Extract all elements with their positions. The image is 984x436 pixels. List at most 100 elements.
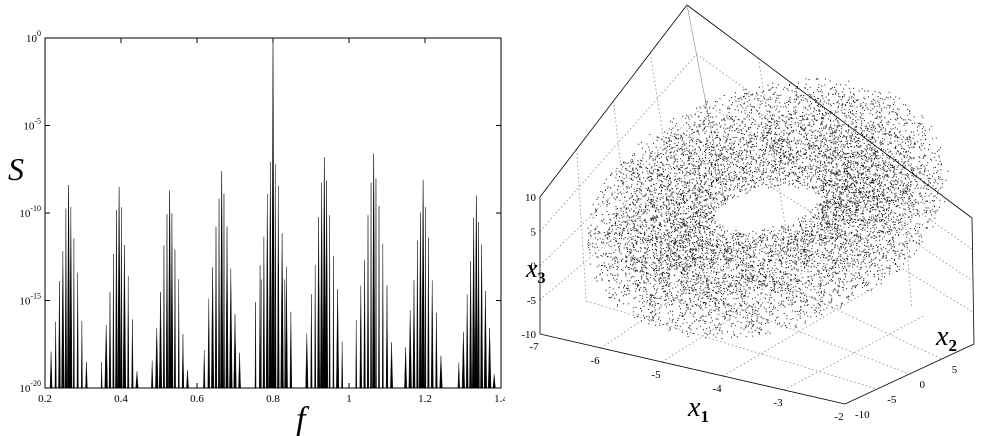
spectrum-sideband-peak	[412, 280, 416, 389]
spectrum-sideband-peak	[214, 226, 218, 389]
spectrum-sideband-peak	[108, 291, 112, 389]
spectrum-sideband-peak	[472, 217, 476, 389]
spectrum-sideband-peak	[382, 243, 384, 389]
spectrum-sideband-peak	[284, 266, 288, 389]
spectrum-sideband-peak	[332, 256, 335, 389]
spectrum-y-tick-label: 10-15	[19, 292, 41, 308]
spectrum-sideband-peak	[259, 265, 262, 389]
spectrum-sideband-peak	[325, 180, 329, 389]
spectrum-sideband-peak	[477, 222, 480, 389]
torus-x-label-sub: 1	[700, 407, 709, 426]
torus-grid-line	[600, 230, 776, 349]
torus-x-tick-label: -5	[651, 369, 661, 381]
spectrum-sideband-peak	[336, 289, 340, 389]
spectrum-main-peak	[220, 170, 224, 389]
spectrum-sideband-peak	[81, 321, 83, 389]
spectrum-sideband-peak	[461, 332, 465, 389]
spectrum-y-tick-exponent: 0	[37, 29, 41, 38]
spectrum-sideband-peak	[488, 328, 492, 389]
spectrum-sideband-peak	[416, 240, 419, 389]
spectrum-y-tick-exponent: -20	[30, 379, 41, 388]
torus-y-tick-label: -5	[887, 394, 897, 406]
spectrum-sideband-peak	[233, 314, 237, 389]
spectrum-sideband-peak	[262, 236, 265, 389]
torus-grid-line	[715, 152, 974, 313]
spectrum-sideband-peak	[341, 341, 343, 389]
spectrum-x-tick-label: 0.6	[190, 393, 204, 405]
spectrum-sideband-peak	[181, 334, 185, 389]
spectrum-y-tick-base: 10	[19, 208, 31, 220]
spectrum-sideband-peak	[69, 206, 73, 389]
torus-grid-line	[900, 164, 913, 309]
torus-x-tick-label: -7	[529, 341, 539, 353]
torus-grid-line	[539, 53, 697, 232]
spectrum-sideband-peak	[49, 351, 53, 389]
spectrum-sideband-peak	[385, 285, 389, 389]
torus-grid-line	[829, 111, 850, 274]
spectrum-y-tick-base: 10	[26, 33, 38, 45]
torus-y-tick-label: -10	[855, 409, 870, 421]
spectrum-sideband-peak	[225, 226, 229, 389]
spectrum-sideband-peak	[100, 362, 103, 389]
spectrum-sideband-peak	[268, 161, 272, 389]
torus-box-edge	[686, 4, 726, 203]
spectrum-sideband-peak	[404, 347, 407, 389]
torus-x-tick-label: -2	[834, 411, 843, 423]
torus-box-edge	[971, 217, 975, 345]
spectrum-sideband-peak	[254, 302, 257, 389]
spectrum-sideband-peak	[289, 311, 292, 389]
torus-box-edge	[686, 4, 973, 219]
spectrum-sideband-peak	[469, 261, 472, 389]
spectrum-sideband-peak	[76, 272, 79, 389]
spectrum-x-ticks: 0.2 0.4 0.6 0.8 1 1.2 1.4	[38, 38, 505, 405]
torus-points	[587, 78, 949, 339]
spectrum-sideband-peak	[104, 325, 108, 389]
spectrum-y-tick-label: 10-20	[19, 379, 41, 395]
spectrum-sideband-peak	[165, 214, 169, 389]
spectrum-main-peak	[67, 184, 71, 389]
spectrum-sideband-peak	[61, 251, 65, 389]
spectrum-y-tick-label: 10-10	[19, 204, 41, 220]
spectrum-sideband-peak	[238, 352, 241, 389]
spectrum-sideband-peak	[305, 333, 309, 389]
spectrum-sideband-peak	[274, 163, 277, 389]
spectrum-sideband-peak	[203, 349, 206, 389]
spectrum-main-peak	[372, 153, 376, 389]
spectrum-sideband-peak	[163, 245, 165, 389]
spectrum-sideband-peak	[115, 210, 118, 389]
torus-y-label-base: x	[935, 321, 949, 352]
torus-grid-line	[722, 286, 875, 377]
torus-grid-line	[649, 52, 680, 236]
torus-y-tick-label: 5	[952, 364, 958, 376]
spectrum-sideband-peak	[131, 319, 134, 389]
spectrum-sideband-peak	[280, 233, 284, 389]
torus-z-tick-label: -10	[521, 329, 536, 341]
spectrum-sideband-peak	[427, 237, 430, 389]
spectrum-sideband-peak	[155, 328, 159, 389]
torus-grid	[539, 52, 974, 391]
spectrum-sideband-peak	[223, 193, 225, 389]
spectrum-main-peak	[421, 179, 425, 389]
spectrum-y-tick-base: 10	[19, 383, 31, 395]
torus-grid-line	[783, 315, 925, 391]
spectrum-sideband-peak	[418, 212, 422, 389]
spectrum-sideband-peak	[122, 244, 127, 389]
spectrum-sideband-peak	[367, 215, 369, 389]
spectrum-sideband-peak	[430, 280, 434, 389]
spectrum-sideband-peak	[207, 298, 210, 389]
torus-z-label-base: x	[525, 254, 538, 283]
spectrum-main-peak	[474, 195, 478, 389]
spectrum-sideband-peak	[186, 370, 189, 389]
spectrum-sideband-peak	[355, 319, 357, 389]
torus-grid-line	[632, 267, 910, 375]
spectrum-sideband-peak	[211, 267, 215, 389]
spectrum-sideband-peak	[317, 217, 320, 389]
torus-y-label: x2	[935, 321, 957, 355]
torus-z-label-sub: 3	[538, 270, 546, 287]
spectrum-x-tick-label: 1.4	[494, 393, 505, 405]
spectrum-sideband-peak	[457, 362, 460, 389]
spectrum-main-peak	[168, 190, 172, 389]
